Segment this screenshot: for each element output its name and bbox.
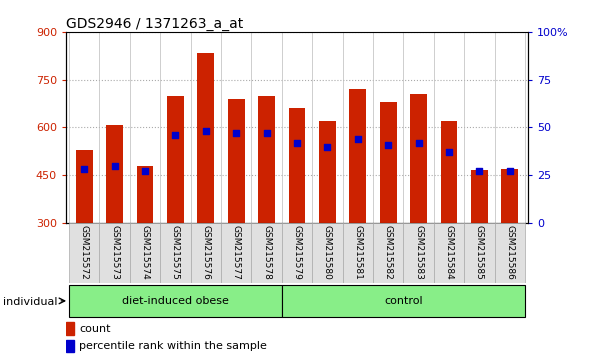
Text: GSM215573: GSM215573	[110, 225, 119, 280]
Bar	[343, 223, 373, 283]
Point	[475, 169, 484, 174]
Text: GSM215582: GSM215582	[383, 225, 392, 280]
Point	[170, 132, 180, 138]
Bar	[434, 223, 464, 283]
Bar	[167, 96, 184, 223]
Point	[444, 149, 454, 155]
Bar	[312, 223, 343, 283]
Bar	[76, 150, 92, 223]
Text: percentile rank within the sample: percentile rank within the sample	[79, 341, 267, 351]
Bar	[282, 223, 312, 283]
Text: diet-induced obese: diet-induced obese	[122, 296, 229, 306]
Text: GSM215581: GSM215581	[353, 225, 362, 280]
Bar	[66, 340, 74, 352]
Bar	[494, 223, 525, 283]
Bar	[160, 223, 191, 283]
Bar	[197, 53, 214, 223]
Point	[414, 140, 424, 145]
Point	[292, 140, 302, 145]
Bar	[403, 223, 434, 283]
Text: GSM215575: GSM215575	[171, 225, 180, 280]
Bar	[410, 94, 427, 223]
Point	[79, 167, 89, 172]
Bar	[106, 125, 123, 223]
Bar	[221, 223, 251, 283]
Bar	[130, 223, 160, 283]
Bar	[69, 223, 100, 283]
Text: GSM215585: GSM215585	[475, 225, 484, 280]
Bar	[258, 96, 275, 223]
Bar	[289, 108, 305, 223]
Text: GSM215584: GSM215584	[445, 225, 454, 280]
Bar	[440, 121, 457, 223]
Bar	[319, 121, 336, 223]
Bar	[373, 223, 403, 283]
Point	[323, 144, 332, 149]
Bar	[251, 223, 282, 283]
Bar	[228, 99, 245, 223]
Bar	[349, 89, 366, 223]
Bar	[502, 169, 518, 223]
Bar	[464, 223, 494, 283]
Bar	[471, 171, 488, 223]
Bar	[66, 322, 74, 335]
Text: GSM215580: GSM215580	[323, 225, 332, 280]
Text: GSM215578: GSM215578	[262, 225, 271, 280]
Text: individual: individual	[3, 297, 58, 307]
Point	[262, 130, 271, 136]
Bar	[282, 285, 525, 317]
Text: GSM215579: GSM215579	[293, 225, 302, 280]
Point	[140, 169, 150, 174]
Text: control: control	[384, 296, 422, 306]
Bar	[191, 223, 221, 283]
Point	[201, 129, 211, 134]
Text: count: count	[79, 324, 110, 333]
Bar	[69, 285, 282, 317]
Point	[353, 136, 362, 142]
Text: GSM215583: GSM215583	[414, 225, 423, 280]
Text: GSM215576: GSM215576	[202, 225, 211, 280]
Text: GSM215574: GSM215574	[140, 225, 149, 280]
Point	[232, 130, 241, 136]
Text: GDS2946 / 1371263_a_at: GDS2946 / 1371263_a_at	[66, 17, 243, 31]
Bar	[100, 223, 130, 283]
Point	[505, 169, 515, 174]
Bar	[137, 166, 154, 223]
Text: GSM215572: GSM215572	[80, 225, 89, 280]
Text: GSM215577: GSM215577	[232, 225, 241, 280]
Point	[383, 142, 393, 148]
Text: GSM215586: GSM215586	[505, 225, 514, 280]
Bar	[380, 102, 397, 223]
Point	[110, 163, 119, 169]
